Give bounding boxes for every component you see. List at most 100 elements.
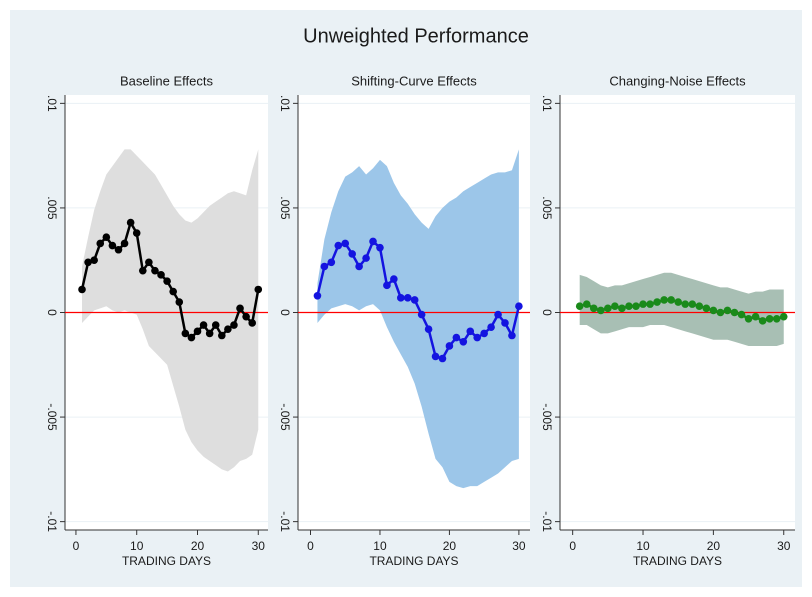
data-point: [254, 285, 263, 294]
data-point: [355, 262, 363, 271]
data-point: [611, 302, 619, 311]
data-point: [758, 317, 767, 325]
data-point: [410, 296, 419, 304]
y-tick-label: -.01: [45, 511, 59, 532]
data-point: [132, 229, 141, 237]
x-tick-label: 20: [191, 539, 205, 553]
data-point: [625, 302, 633, 311]
data-point: [169, 287, 177, 296]
x-tick-label: 0: [73, 539, 80, 553]
data-point: [242, 312, 250, 321]
data-point: [737, 310, 746, 319]
data-point: [199, 321, 208, 329]
data-point: [102, 233, 111, 242]
y-tick-label: 0: [278, 309, 292, 316]
data-point: [709, 306, 718, 315]
data-point: [248, 319, 256, 327]
y-tick-label: .01: [45, 95, 59, 112]
chart-title: Unweighted Performance: [303, 25, 529, 47]
x-tick-label: 20: [443, 539, 457, 553]
data-point: [765, 314, 774, 323]
data-point: [90, 256, 98, 265]
data-point: [313, 291, 322, 300]
data-point: [383, 281, 391, 290]
data-point: [646, 300, 654, 308]
x-tick-label: 0: [307, 539, 314, 553]
x-axis-label: TRADING DAYS: [633, 554, 722, 568]
data-point: [589, 304, 598, 313]
data-point: [376, 243, 384, 252]
data-point: [362, 254, 370, 262]
data-point: [120, 239, 129, 248]
data-point: [639, 300, 647, 308]
data-point: [163, 277, 171, 285]
data-point: [327, 258, 336, 267]
data-point: [716, 308, 725, 317]
data-point: [108, 241, 117, 250]
x-axis-label: TRADING DAYS: [369, 554, 458, 568]
data-point: [114, 245, 123, 254]
y-tick-label: -.005: [540, 403, 554, 431]
data-point: [508, 331, 516, 340]
data-point: [494, 310, 502, 319]
x-tick-label: 20: [707, 539, 721, 553]
x-tick-label: 10: [373, 539, 387, 553]
data-point: [417, 310, 426, 319]
y-tick-label: -.01: [278, 511, 292, 532]
data-point: [618, 304, 626, 313]
data-point: [334, 241, 343, 250]
data-point: [751, 312, 760, 321]
data-point: [187, 333, 196, 342]
x-axis-label: TRADING DAYS: [122, 554, 211, 568]
data-point: [744, 314, 753, 323]
data-point: [466, 327, 475, 336]
data-point: [632, 302, 640, 311]
confidence-band: [82, 149, 259, 472]
data-point: [438, 354, 447, 363]
data-point: [369, 237, 377, 246]
data-point: [688, 300, 697, 308]
y-tick-label: .01: [278, 95, 292, 112]
y-tick-label: -.01: [540, 511, 554, 532]
data-point: [452, 333, 461, 342]
data-point: [575, 302, 584, 311]
data-point: [480, 329, 488, 338]
data-point: [218, 331, 226, 340]
data-point: [390, 275, 398, 283]
y-tick-label: 0: [540, 309, 554, 316]
x-tick-label: 30: [252, 539, 266, 553]
panel-title: Shifting-Curve Effects: [351, 73, 477, 88]
data-point: [236, 304, 244, 313]
data-point: [84, 258, 92, 267]
y-tick-label: -.005: [278, 403, 292, 431]
data-point: [674, 298, 683, 306]
data-point: [205, 329, 214, 338]
x-tick-label: 10: [636, 539, 650, 553]
data-point: [224, 325, 232, 334]
data-point: [702, 304, 711, 313]
y-tick-label: .01: [540, 95, 554, 112]
y-tick-label: -.005: [45, 403, 59, 431]
data-point: [515, 302, 523, 311]
data-point: [348, 250, 356, 258]
data-point: [230, 321, 238, 329]
data-point: [96, 239, 105, 248]
data-point: [175, 298, 184, 306]
confidence-band: [317, 149, 519, 489]
data-point: [473, 333, 482, 342]
data-point: [181, 329, 190, 338]
data-point: [653, 298, 661, 306]
data-point: [424, 325, 433, 334]
y-tick-label: .005: [540, 196, 554, 220]
data-point: [445, 342, 454, 350]
data-point: [730, 308, 739, 317]
data-point: [582, 300, 591, 308]
panel-title: Changing-Noise Effects: [609, 73, 746, 88]
data-point: [320, 262, 329, 271]
x-tick-label: 10: [130, 539, 144, 553]
data-point: [597, 306, 605, 315]
data-point: [341, 239, 350, 248]
data-point: [723, 306, 732, 315]
data-point: [145, 258, 153, 267]
